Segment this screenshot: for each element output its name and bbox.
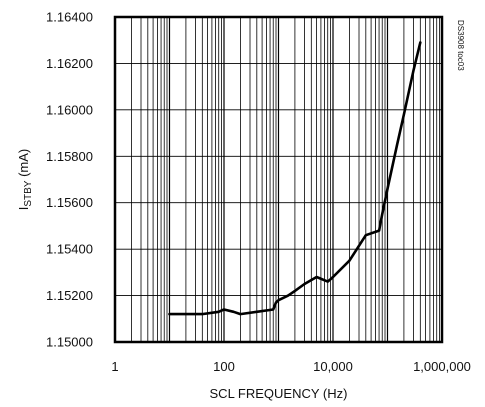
x-axis-ticks: 1 100 10,000 1,000,000 [111, 359, 471, 374]
x-tick-label: 100 [213, 359, 235, 374]
y-axis-title-main: I [16, 207, 31, 211]
y-axis-title-unit: (mA) [16, 149, 31, 181]
y-axis-title-subscript: STBY [23, 180, 34, 206]
series-line-0 [168, 41, 422, 316]
x-tick-label: 1 [111, 359, 118, 374]
y-tick-label: 1.15400 [46, 242, 93, 257]
plot-frame [113, 15, 444, 344]
x-tick-label: 10,000 [313, 359, 353, 374]
y-axis-ticks: 1.15000 1.15200 1.15400 1.15600 1.15800 1.160… [46, 10, 93, 350]
y-tick-label: 1.15200 [46, 288, 93, 303]
grid [115, 17, 442, 342]
y-axis-title: ISTBY (mA) [16, 149, 34, 211]
y-tick-label: 1.15000 [46, 335, 93, 350]
x-tick-label: 1,000,000 [413, 359, 471, 374]
y-tick-label: 1.15800 [46, 149, 93, 164]
y-tick-label: 1.15600 [46, 195, 93, 210]
y-tick-label: 1.16400 [46, 10, 93, 25]
y-tick-label: 1.16200 [46, 56, 93, 71]
x-axis-title: SCL FREQUENCY (Hz) [210, 386, 348, 401]
series-layer [168, 41, 422, 316]
y-tick-label: 1.16000 [46, 102, 93, 117]
figure-id-annotation: DS3908 toc03 [456, 20, 465, 71]
